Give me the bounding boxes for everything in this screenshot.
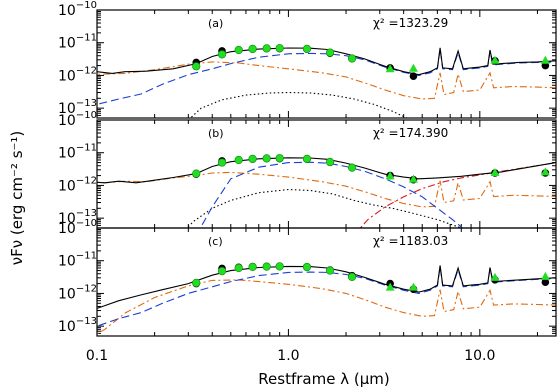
y-tick-exponent: −11: [76, 143, 97, 154]
model-point: [217, 158, 227, 167]
y-tick-label: 10−11: [58, 143, 97, 162]
model-point: [262, 154, 271, 163]
panel-frame: [96, 9, 557, 119]
observed-point: [541, 278, 550, 287]
model-point: [385, 64, 395, 73]
x-axis-title: Restframe λ (μm): [258, 370, 389, 388]
chi-square-label: χ² =1183.03: [373, 234, 448, 248]
y-tick-label: 10−13: [58, 316, 97, 335]
curve-stellar: [97, 61, 556, 100]
model-point: [262, 44, 271, 53]
y-tick-exponent: −12: [76, 175, 97, 186]
panel-markers: [192, 262, 550, 293]
model-point: [540, 271, 550, 280]
x-tick-label: 0.1: [86, 348, 108, 364]
model-point: [275, 44, 284, 53]
model-point: [234, 45, 243, 55]
model-point: [275, 262, 284, 271]
model-point: [234, 263, 243, 273]
chi-square-label: χ² =1323.29: [373, 16, 448, 30]
curve-total: [97, 157, 556, 184]
curve-stellar: [97, 279, 556, 335]
panel-tag: (b): [208, 127, 224, 140]
panel-curves: [97, 265, 556, 335]
y-tick-label: 10−10: [58, 218, 97, 237]
y-tick-exponent: −12: [76, 283, 97, 294]
model-point: [192, 278, 201, 287]
model-point: [325, 266, 335, 275]
model-point: [408, 174, 418, 183]
model-point: [490, 167, 500, 176]
y-tick-label: 10−12: [58, 175, 97, 194]
curve-extra: [189, 91, 408, 118]
panel-frame: [96, 227, 557, 337]
model-point: [540, 167, 550, 176]
curve-stellar: [97, 171, 556, 208]
panel-curves: [97, 47, 556, 118]
model-point: [347, 54, 357, 63]
curve-total: [97, 47, 556, 76]
model-point: [385, 171, 395, 180]
x-tick-labels: 0.1 1.0 10.0: [86, 348, 496, 364]
curve-agn: [97, 266, 556, 327]
y-tick-exponent: −11: [76, 33, 97, 44]
panel-tag: (a): [208, 17, 223, 30]
y-tick-exponent: −13: [76, 98, 97, 109]
y-tick-exponent: −12: [76, 65, 97, 76]
y-tick-label: 10−10: [58, 110, 97, 129]
model-point: [347, 272, 357, 282]
model-point: [325, 157, 335, 167]
x-tick-label: 1.0: [277, 348, 299, 364]
model-point: [347, 163, 357, 172]
model-point: [248, 44, 257, 53]
model-point: [262, 262, 271, 271]
model-point: [302, 154, 312, 163]
y-tick-label: 10−10: [58, 0, 97, 19]
model-point: [540, 55, 550, 64]
y-tick-label: 10−11: [58, 33, 97, 52]
panel-3: 10−10 10−11 10−12 10−13 (c) χ² =1183.03: [58, 218, 557, 337]
model-point: [217, 267, 227, 276]
y-tick-exponent: −11: [76, 251, 97, 262]
model-point: [302, 262, 312, 272]
model-point: [490, 272, 500, 281]
curve-agn: [199, 161, 464, 228]
model-point: [275, 154, 284, 163]
model-point: [217, 50, 227, 59]
observed-point: [409, 72, 418, 80]
x-tick-label: 10.0: [464, 348, 495, 364]
panel-curves: [97, 157, 556, 228]
curve-agn: [97, 48, 556, 105]
model-point: [248, 262, 257, 271]
y-tick-exponent: −13: [76, 316, 97, 327]
y-tick-exponent: −10: [76, 218, 97, 229]
y-tick-exponent: −10: [76, 110, 97, 121]
y-tick-exponent: −10: [76, 0, 97, 11]
model-point: [234, 155, 243, 165]
y-tick-label: 10−12: [58, 65, 97, 84]
panel-markers: [192, 44, 550, 80]
panel-tag: (c): [208, 235, 223, 248]
model-point: [192, 169, 201, 178]
y-tick-label: 10−11: [58, 251, 97, 270]
curve-extra: [186, 188, 463, 228]
model-point: [248, 154, 257, 163]
model-point: [490, 55, 500, 64]
chi-square-label: χ² =174.390: [373, 126, 448, 140]
y-tick-label: 10−12: [58, 283, 97, 302]
model-point: [325, 48, 335, 57]
y-tick-exponent: −13: [76, 208, 97, 219]
model-point: [385, 282, 395, 291]
model-point: [408, 63, 418, 72]
model-point: [302, 44, 312, 53]
y-axis-title: νFν (erg cm⁻² s⁻¹): [8, 131, 26, 266]
model-point: [192, 62, 201, 71]
panel-markers: [192, 154, 550, 184]
model-point: [408, 282, 418, 291]
